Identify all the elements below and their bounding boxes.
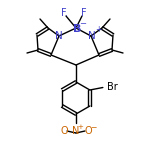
Text: −: − <box>90 123 96 133</box>
Text: Br: Br <box>107 82 118 92</box>
Text: −: − <box>79 19 86 29</box>
Text: O: O <box>60 126 68 136</box>
Text: +: + <box>95 26 101 35</box>
Text: N: N <box>55 31 63 41</box>
Text: N: N <box>72 126 80 136</box>
Text: B: B <box>73 24 81 34</box>
Text: F.: F. <box>60 8 67 18</box>
Text: N: N <box>88 31 96 41</box>
Text: +: + <box>78 124 83 130</box>
Text: F: F <box>81 8 87 18</box>
Text: O: O <box>84 126 92 136</box>
